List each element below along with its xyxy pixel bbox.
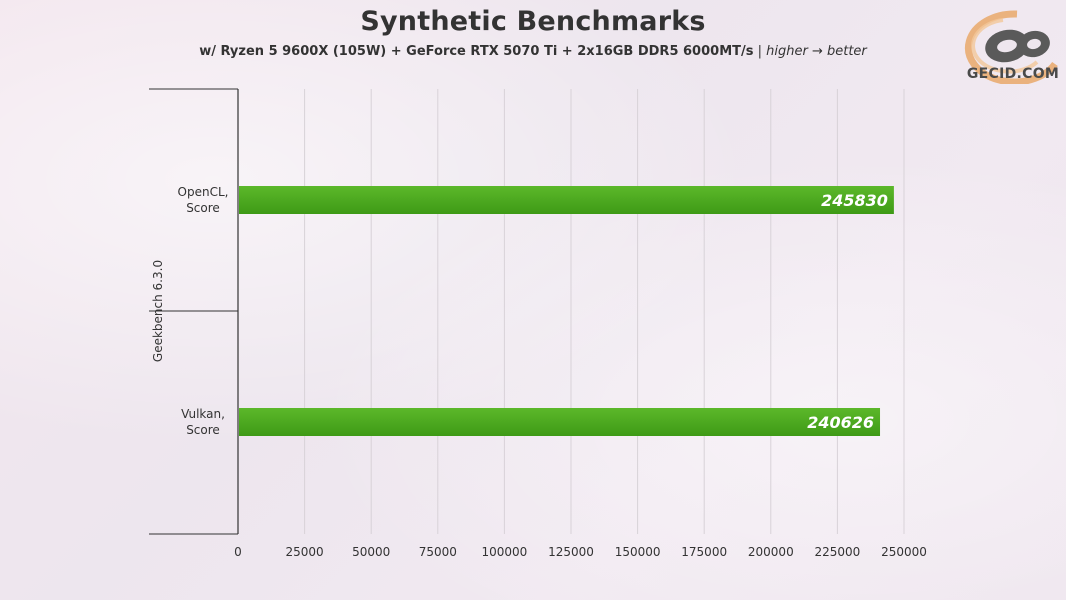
- gecid-logo-icon: [964, 10, 1058, 84]
- labels: 0 25000 50000 75000 100000 125000 150000 175000…: [151, 185, 927, 559]
- axes: [149, 88, 239, 535]
- bars: [239, 186, 894, 436]
- grid-lines: [304, 89, 905, 534]
- x-tick-label: 150000: [615, 545, 661, 559]
- subtitle-separator: |: [753, 44, 767, 59]
- x-tick-label: 100000: [481, 545, 527, 559]
- x-tick-label: 125000: [548, 545, 594, 559]
- logo-text: GECID.COM: [966, 66, 1060, 82]
- x-tick-label: 200000: [748, 545, 794, 559]
- value-label-2: 240626: [807, 413, 874, 432]
- bar-2: [239, 408, 881, 436]
- x-tick-label: 250000: [881, 545, 927, 559]
- category-label-line2: Score: [186, 423, 220, 437]
- value-label-1: 245830: [821, 191, 888, 210]
- subtitle-config: w/ Ryzen 5 9600X (105W) + GeForce RTX 50…: [199, 44, 754, 59]
- chart-title: Synthetic Benchmarks: [360, 6, 706, 37]
- x-tick-label: 25000: [286, 545, 324, 559]
- x-tick-label: 225000: [814, 545, 860, 559]
- x-tick-label: 50000: [352, 545, 390, 559]
- x-tick-label: 75000: [419, 545, 457, 559]
- category-label-line2: Score: [186, 201, 220, 215]
- category-label-line1: Vulkan,: [181, 407, 225, 421]
- x-tick-label: 0: [234, 545, 242, 559]
- chart-subtitle: w/ Ryzen 5 9600X (105W) + GeForce RTX 50…: [0, 44, 1066, 59]
- subtitle-note: higher → better: [766, 44, 867, 59]
- x-tick-label: 175000: [681, 545, 727, 559]
- bar-1: [239, 186, 894, 214]
- group-label: Geekbench 6.3.0: [151, 260, 165, 362]
- category-label-line1: OpenCL,: [178, 185, 229, 199]
